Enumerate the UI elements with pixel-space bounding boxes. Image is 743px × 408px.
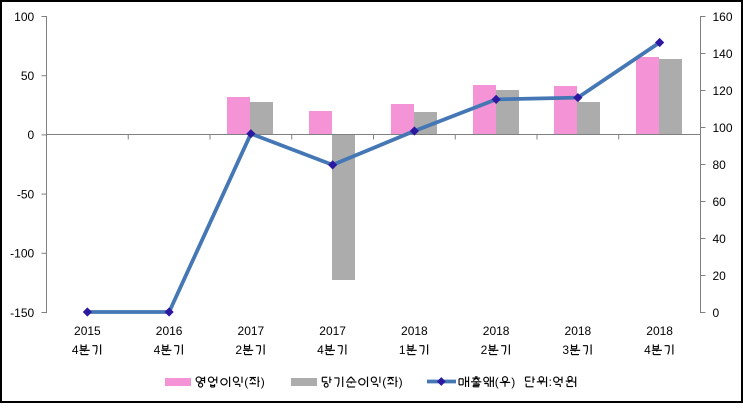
svg-text:2016: 2016 <box>156 324 183 338</box>
svg-text:(: ( <box>495 375 499 389</box>
svg-text:2018: 2018 <box>401 324 428 338</box>
svg-text:50: 50 <box>21 69 35 83</box>
svg-text:60: 60 <box>713 195 727 209</box>
svg-text:0: 0 <box>713 306 720 320</box>
svg-text:40: 40 <box>713 232 727 246</box>
svg-text:0: 0 <box>28 128 35 142</box>
svg-text:2018: 2018 <box>646 324 673 338</box>
svg-text:2: 2 <box>481 343 488 357</box>
svg-text:): ) <box>399 375 403 389</box>
svg-text:100: 100 <box>713 121 733 135</box>
svg-text:2017: 2017 <box>319 324 346 338</box>
svg-text:4: 4 <box>317 343 324 357</box>
svg-text:-150: -150 <box>10 306 34 320</box>
svg-text:2018: 2018 <box>565 324 592 338</box>
svg-text:1: 1 <box>399 343 406 357</box>
svg-text::: : <box>549 375 552 389</box>
svg-text:4: 4 <box>154 343 161 357</box>
svg-text:): ) <box>261 375 265 389</box>
svg-text:2015: 2015 <box>74 324 101 338</box>
svg-text:4: 4 <box>72 343 79 357</box>
svg-text:100: 100 <box>14 10 34 24</box>
svg-text:140: 140 <box>713 47 733 61</box>
svg-text:-50: -50 <box>17 187 35 201</box>
svg-text:20: 20 <box>713 269 727 283</box>
svg-text:(: ( <box>382 375 386 389</box>
svg-text:120: 120 <box>713 84 733 98</box>
svg-text:2017: 2017 <box>238 324 265 338</box>
svg-text:2018: 2018 <box>483 324 510 338</box>
svg-text:-100: -100 <box>10 247 34 261</box>
svg-text:3: 3 <box>562 343 569 357</box>
svg-text:160: 160 <box>713 10 733 24</box>
svg-text:2: 2 <box>235 343 242 357</box>
svg-text:80: 80 <box>713 158 727 172</box>
svg-text:(: ( <box>244 375 248 389</box>
svg-text:): ) <box>511 375 515 389</box>
svg-text:4: 4 <box>644 343 651 357</box>
